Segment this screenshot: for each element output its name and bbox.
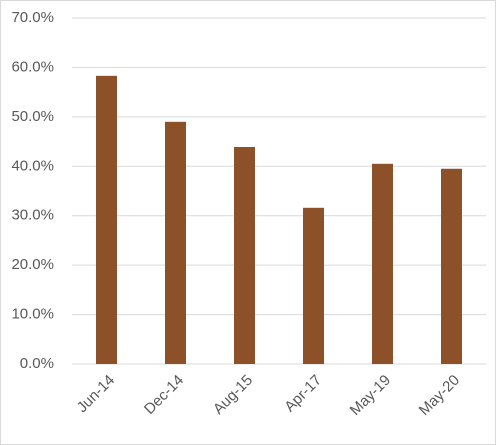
y-tick-label: 0.0% (20, 355, 54, 372)
bar (96, 75, 117, 365)
y-tick-label: 10.0% (11, 306, 54, 323)
bar (303, 207, 324, 364)
bar (372, 163, 393, 364)
y-tick-label: 50.0% (11, 108, 54, 125)
y-tick-label: 20.0% (11, 256, 54, 273)
y-tick-label: 40.0% (11, 157, 54, 174)
bar (441, 168, 462, 364)
bar (165, 121, 186, 364)
y-tick-label: 60.0% (11, 58, 54, 75)
y-tick-label: 70.0% (11, 9, 54, 26)
y-tick-label: 30.0% (11, 207, 54, 224)
bar (234, 147, 255, 364)
